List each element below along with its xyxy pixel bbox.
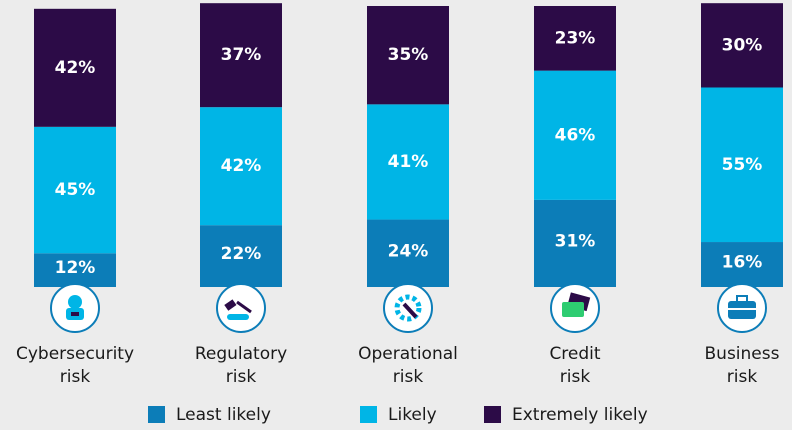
icon-part xyxy=(402,302,418,319)
value-label: 35% xyxy=(388,45,429,65)
value-label: 16% xyxy=(722,253,763,273)
category-label: Operational risk xyxy=(358,344,458,387)
value-label: 12% xyxy=(55,258,96,278)
category-icon xyxy=(717,283,767,333)
icon-part xyxy=(227,314,249,320)
bar-segment xyxy=(367,219,449,287)
category-label: Regulatory risk xyxy=(194,344,288,387)
category-label-box: Regulatory risk xyxy=(161,343,321,389)
value-label: 37% xyxy=(221,45,262,65)
bar-segment xyxy=(34,126,116,254)
value-label: 23% xyxy=(555,28,596,48)
bar-segment xyxy=(534,199,616,287)
category-label: Cybersecurity risk xyxy=(15,344,135,387)
bar-segment xyxy=(367,104,449,220)
category-label: Business risk xyxy=(704,344,780,387)
icon-part xyxy=(71,312,79,316)
bar-segment xyxy=(34,253,116,287)
value-label: 45% xyxy=(55,180,96,200)
legend-swatch xyxy=(148,406,165,423)
icon-part xyxy=(736,295,748,303)
icon-part xyxy=(236,300,252,314)
value-label: 42% xyxy=(221,156,262,176)
bar-segment xyxy=(200,225,282,287)
value-label: 30% xyxy=(722,35,763,55)
icon-circle xyxy=(216,283,266,333)
category-label-box: Operational risk xyxy=(328,343,488,389)
bar-segment xyxy=(701,87,783,243)
category-label-box: Credit risk xyxy=(495,343,655,389)
bar-segment xyxy=(534,70,616,200)
value-label: 55% xyxy=(722,155,763,175)
legend-label: Extremely likely xyxy=(512,405,648,425)
bar-segment xyxy=(200,107,282,226)
icon-part xyxy=(394,294,422,322)
bar-segment xyxy=(701,242,783,287)
category-label-box: Cybersecurity risk xyxy=(0,343,155,389)
bar-segment xyxy=(34,8,116,127)
value-label: 24% xyxy=(388,241,429,261)
value-label: 41% xyxy=(388,152,429,172)
icon-part xyxy=(562,302,584,317)
value-label: 46% xyxy=(555,125,596,145)
legend-label: Likely xyxy=(388,405,437,425)
bar-segment xyxy=(701,3,783,88)
legend-label: Least likely xyxy=(176,405,271,425)
icon-part xyxy=(68,295,82,309)
value-label: 22% xyxy=(221,244,262,264)
bar-segment xyxy=(200,3,282,108)
category-icon xyxy=(216,283,266,333)
legend-swatch xyxy=(484,406,501,423)
value-label: 31% xyxy=(555,231,596,251)
icon-part xyxy=(224,299,237,311)
bar-segment xyxy=(367,6,449,105)
category-icon xyxy=(550,283,600,333)
value-label: 42% xyxy=(55,58,96,78)
category-icon xyxy=(50,283,100,333)
category-icon xyxy=(383,283,433,333)
bar-segment xyxy=(534,6,616,71)
category-label-box: Business risk xyxy=(662,343,792,389)
category-label: Credit risk xyxy=(549,344,601,387)
legend-swatch xyxy=(360,406,377,423)
